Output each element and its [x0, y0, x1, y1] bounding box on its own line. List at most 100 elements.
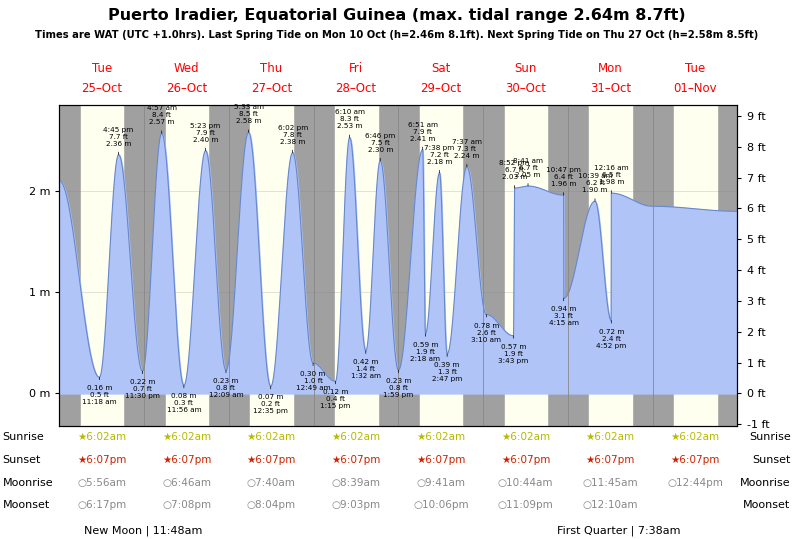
Text: Puerto Iradier, Equatorial Guinea (max. tidal range 2.64m 8.7ft): Puerto Iradier, Equatorial Guinea (max. …	[108, 8, 685, 23]
Text: 0.07 m
0.2 ft
12:35 pm: 0.07 m 0.2 ft 12:35 pm	[253, 386, 288, 414]
Text: ○5:56am: ○5:56am	[78, 478, 126, 488]
Text: 0.23 m
0.8 ft
1:59 pm: 0.23 m 0.8 ft 1:59 pm	[383, 370, 413, 398]
Text: 7:37 am
7.3 ft
2.24 m: 7:37 am 7.3 ft 2.24 m	[452, 139, 482, 167]
Bar	[124, 105, 166, 426]
Text: 27–Oct: 27–Oct	[251, 82, 292, 95]
Text: Moonset: Moonset	[2, 500, 50, 510]
Text: Wed: Wed	[174, 63, 199, 75]
Bar	[419, 105, 462, 426]
Text: 10:47 pm
6.4 ft
1.96 m: 10:47 pm 6.4 ft 1.96 m	[546, 167, 581, 195]
Text: ○6:46am: ○6:46am	[162, 478, 211, 488]
Text: ○6:17pm: ○6:17pm	[77, 500, 126, 510]
Text: ★6:07pm: ★6:07pm	[501, 455, 550, 465]
Text: 6:46 pm
7.5 ft
2.30 m: 6:46 pm 7.5 ft 2.30 m	[365, 133, 396, 161]
Text: Sat: Sat	[431, 63, 450, 75]
Text: Moonrise: Moonrise	[2, 478, 53, 488]
Bar	[251, 105, 293, 426]
Bar	[81, 105, 124, 426]
Text: 0.94 m
3.1 ft
4:15 am: 0.94 m 3.1 ft 4:15 am	[549, 299, 579, 327]
Text: Fri: Fri	[349, 63, 363, 75]
Text: ○12:10am: ○12:10am	[583, 500, 638, 510]
Text: ★6:02am: ★6:02am	[501, 432, 550, 443]
Text: Thu: Thu	[260, 63, 282, 75]
Text: 8:41 am
6.7 ft
2.05 m: 8:41 am 6.7 ft 2.05 m	[513, 158, 543, 186]
Text: ★6:07pm: ★6:07pm	[162, 455, 211, 465]
Bar	[59, 105, 81, 426]
Text: 0.39 m
1.3 ft
2:47 pm: 0.39 m 1.3 ft 2:47 pm	[432, 354, 462, 382]
Bar	[547, 105, 589, 426]
Text: Sun: Sun	[515, 63, 537, 75]
Bar	[462, 105, 504, 426]
Bar	[632, 105, 674, 426]
Text: 8:52 pm
6.7 ft
2.03 m: 8:52 pm 6.7 ft 2.03 m	[500, 160, 530, 188]
Text: ★6:02am: ★6:02am	[77, 432, 126, 443]
Text: ○8:04pm: ○8:04pm	[247, 500, 296, 510]
Bar	[589, 105, 632, 426]
Text: First Quarter | 7:38am: First Quarter | 7:38am	[557, 525, 680, 536]
Text: 0.23 m
0.8 ft
12:09 am: 0.23 m 0.8 ft 12:09 am	[209, 370, 243, 398]
Text: 6:51 am
7.9 ft
2.41 m: 6:51 am 7.9 ft 2.41 m	[408, 121, 438, 150]
Text: 0.08 m
0.3 ft
11:56 am: 0.08 m 0.3 ft 11:56 am	[167, 385, 201, 413]
Text: 0.42 m
1.4 ft
1:32 am: 0.42 m 1.4 ft 1:32 am	[351, 351, 381, 379]
Bar	[504, 105, 547, 426]
Text: 01–Nov: 01–Nov	[673, 82, 717, 95]
Text: Tue: Tue	[92, 63, 112, 75]
Text: Moonrise: Moonrise	[740, 478, 791, 488]
Text: 29–Oct: 29–Oct	[420, 82, 462, 95]
Text: 4:57 am
8.4 ft
2.57 m: 4:57 am 8.4 ft 2.57 m	[147, 105, 177, 134]
Text: Sunrise: Sunrise	[2, 432, 44, 443]
Text: ○11:45am: ○11:45am	[583, 478, 638, 488]
Bar	[293, 105, 335, 426]
Text: ○9:03pm: ○9:03pm	[331, 500, 381, 510]
Text: 31–Oct: 31–Oct	[590, 82, 631, 95]
Text: ★6:07pm: ★6:07pm	[77, 455, 127, 465]
Text: ★6:02am: ★6:02am	[416, 432, 465, 443]
Text: ○7:08pm: ○7:08pm	[162, 500, 211, 510]
Bar	[209, 105, 251, 426]
Text: Sunset: Sunset	[2, 455, 40, 465]
Text: 26–Oct: 26–Oct	[166, 82, 207, 95]
Text: 0.78 m
2.6 ft
3:10 am: 0.78 m 2.6 ft 3:10 am	[471, 315, 501, 343]
Text: 4:45 pm
7.7 ft
2.36 m: 4:45 pm 7.7 ft 2.36 m	[104, 127, 134, 155]
Text: 0.16 m
0.5 ft
11:18 am: 0.16 m 0.5 ft 11:18 am	[82, 377, 117, 405]
Text: ○10:44am: ○10:44am	[498, 478, 554, 488]
Text: Sunset: Sunset	[753, 455, 791, 465]
Text: ○10:06pm: ○10:06pm	[413, 500, 469, 510]
Text: ★6:02am: ★6:02am	[247, 432, 296, 443]
Text: 0.72 m
2.4 ft
4:52 pm: 0.72 m 2.4 ft 4:52 pm	[596, 321, 626, 349]
Text: ★6:07pm: ★6:07pm	[416, 455, 465, 465]
Text: 28–Oct: 28–Oct	[335, 82, 377, 95]
Bar	[717, 105, 737, 426]
Text: ○12:44pm: ○12:44pm	[667, 478, 723, 488]
Text: ○8:39am: ○8:39am	[331, 478, 381, 488]
Text: ○7:40am: ○7:40am	[247, 478, 296, 488]
Text: 6:10 am
8.3 ft
2.53 m: 6:10 am 8.3 ft 2.53 m	[335, 109, 365, 137]
Text: 5:33 am
8.5 ft
2.58 m: 5:33 am 8.5 ft 2.58 m	[234, 105, 263, 133]
Text: 5:23 pm
7.9 ft
2.40 m: 5:23 pm 7.9 ft 2.40 m	[190, 122, 220, 150]
Text: ○11:09pm: ○11:09pm	[498, 500, 554, 510]
Text: Moonset: Moonset	[743, 500, 791, 510]
Text: Times are WAT (UTC +1.0hrs). Last Spring Tide on Mon 10 Oct (h=2.46m 8.1ft). Nex: Times are WAT (UTC +1.0hrs). Last Spring…	[35, 30, 758, 40]
Text: ★6:07pm: ★6:07pm	[247, 455, 296, 465]
Text: 7:38 pm
7.2 ft
2.18 m: 7:38 pm 7.2 ft 2.18 m	[424, 145, 454, 173]
Text: 0.12 m
0.4 ft
1:15 pm: 0.12 m 0.4 ft 1:15 pm	[320, 381, 351, 410]
Bar	[674, 105, 717, 426]
Text: 0.22 m
0.7 ft
11:30 pm: 0.22 m 0.7 ft 11:30 pm	[125, 371, 160, 399]
Bar	[377, 105, 419, 426]
Text: ★6:07pm: ★6:07pm	[586, 455, 635, 465]
Text: 0.30 m
1.0 ft
12:49 am: 0.30 m 1.0 ft 12:49 am	[296, 363, 331, 391]
Text: ★6:02am: ★6:02am	[162, 432, 211, 443]
Text: Mon: Mon	[598, 63, 623, 75]
Text: 0.59 m
1.9 ft
2:18 am: 0.59 m 1.9 ft 2:18 am	[411, 334, 440, 362]
Text: 0.57 m
1.9 ft
3:43 pm: 0.57 m 1.9 ft 3:43 pm	[498, 336, 529, 364]
Text: ★6:02am: ★6:02am	[586, 432, 635, 443]
Text: 30–Oct: 30–Oct	[505, 82, 546, 95]
Bar	[335, 105, 377, 426]
Text: ★6:07pm: ★6:07pm	[331, 455, 381, 465]
Text: New Moon | 11:48am: New Moon | 11:48am	[83, 525, 202, 536]
Text: ★6:07pm: ★6:07pm	[670, 455, 720, 465]
Text: Sunrise: Sunrise	[749, 432, 791, 443]
Bar	[166, 105, 209, 426]
Text: ★6:02am: ★6:02am	[331, 432, 381, 443]
Text: ○9:41am: ○9:41am	[416, 478, 465, 488]
